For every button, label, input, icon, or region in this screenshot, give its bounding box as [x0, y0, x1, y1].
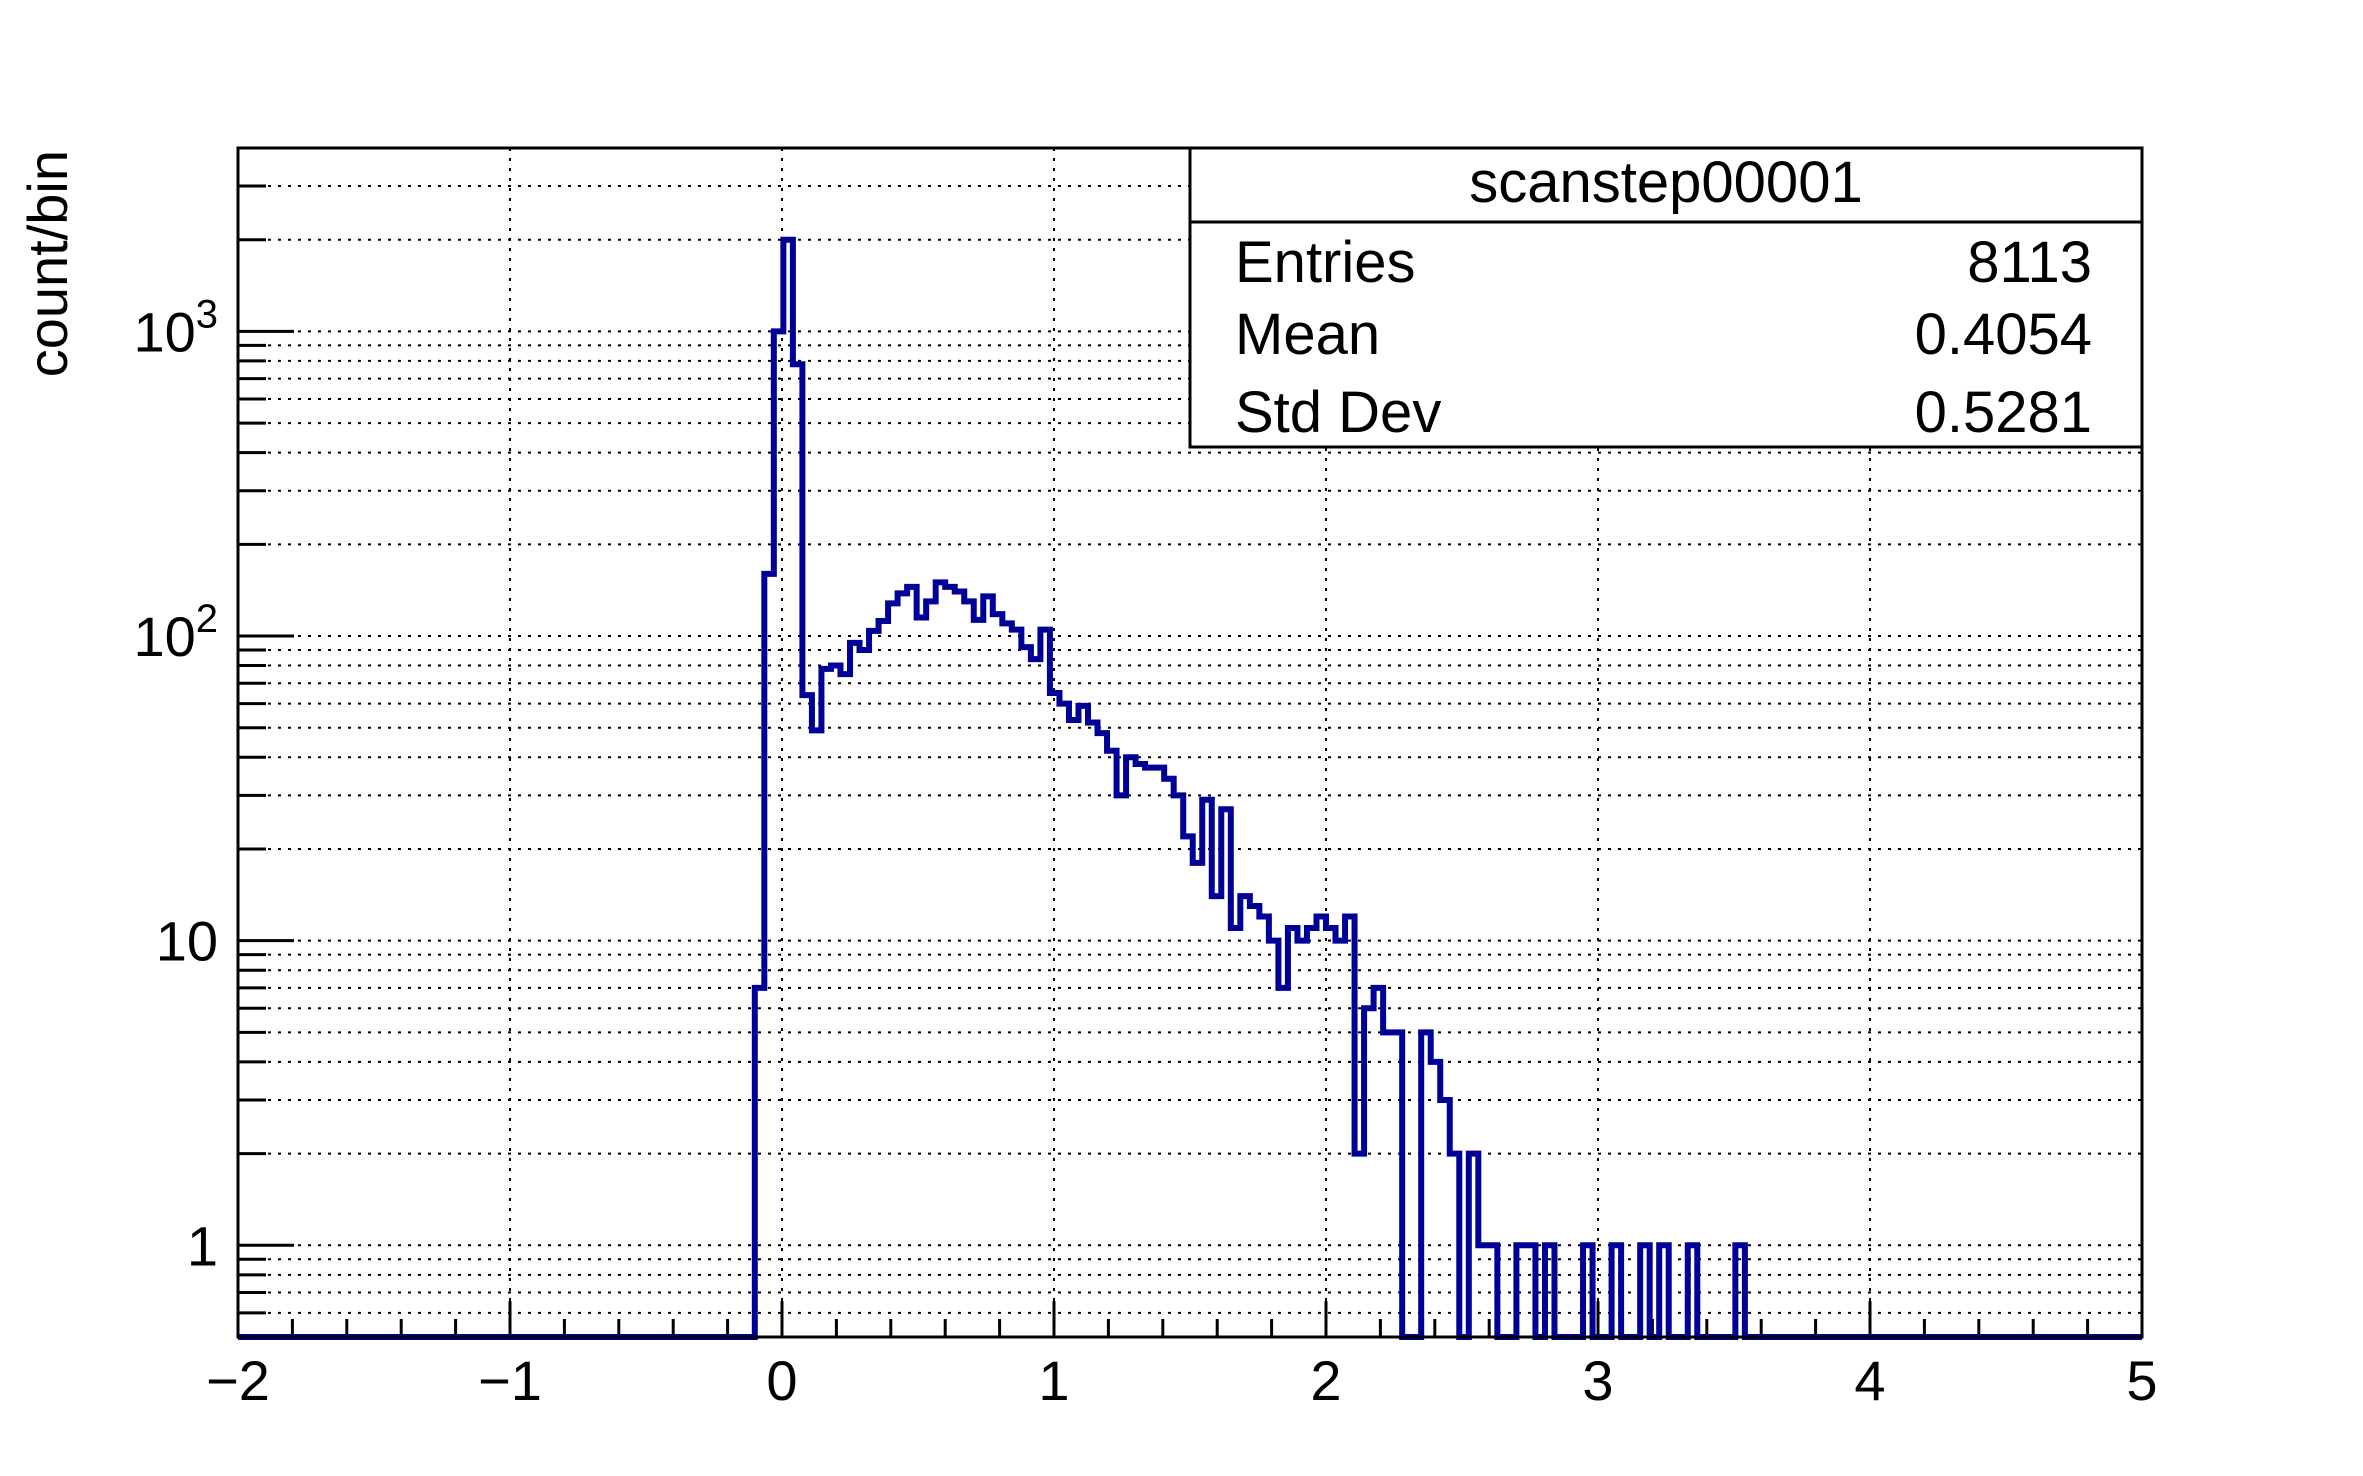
minor-ticks — [238, 146, 2090, 1339]
x-tick-labels: −2 −1 0 1 2 3 4 5 — [206, 1349, 2158, 1412]
x-tick-label: 2 — [1310, 1349, 1341, 1412]
x-tick-label: −2 — [206, 1349, 270, 1412]
y-tick-labels: 1 10 102 103 — [133, 292, 218, 1277]
y-tick-label: 1 — [187, 1214, 218, 1277]
stats-box: scanstep00001 Entries 8113 Mean 0.4054 S… — [1188, 146, 2144, 449]
stats-entries-label: Entries — [1235, 230, 1416, 295]
stats-entries-value: 8113 — [1967, 230, 2092, 295]
stats-box-frame — [1188, 146, 2144, 449]
x-tick-label: −1 — [478, 1349, 542, 1412]
x-tick-label: 5 — [2126, 1349, 2157, 1412]
stats-title: scanstep00001 — [1469, 150, 1862, 215]
x-tick-label: 0 — [766, 1349, 797, 1412]
stats-mean-label: Mean — [1235, 302, 1380, 367]
stats-mean-value: 0.4054 — [1915, 302, 2092, 367]
x-tick-label: 4 — [1854, 1349, 1885, 1412]
x-tick-label: 3 — [1582, 1349, 1613, 1412]
y-tick-label: 103 — [133, 292, 218, 363]
y-tick-label: 102 — [133, 597, 218, 668]
stats-stddev-label: Std Dev — [1235, 380, 1441, 445]
y-tick-label: 10 — [156, 910, 218, 973]
y-axis-title: count/bin — [16, 150, 79, 377]
x-tick-label: 1 — [1038, 1349, 1069, 1412]
stats-stddev-value: 0.5281 — [1915, 380, 2092, 445]
